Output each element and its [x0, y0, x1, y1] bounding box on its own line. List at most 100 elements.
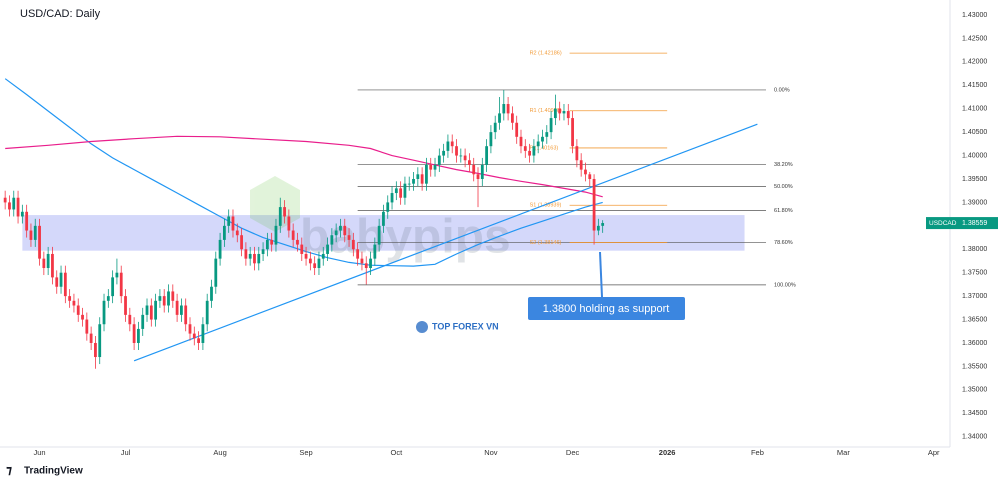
candle-body [433, 164, 437, 170]
candle-body [536, 141, 540, 147]
candle-body [283, 207, 286, 217]
candle-body [188, 324, 192, 334]
candle-body [162, 296, 166, 306]
footer: ⁊ TradingView [6, 463, 83, 477]
trendline [133, 123, 758, 362]
price-tag [926, 217, 998, 230]
y-tick-label: 1.38000 [962, 246, 987, 253]
candle-body [42, 258, 46, 269]
candle-body [528, 150, 531, 156]
candle-body [29, 230, 33, 240]
candle-body [369, 258, 372, 269]
candle-body [468, 160, 471, 165]
candle-body [278, 207, 282, 226]
pivot-label: S2 (1.38146) [530, 240, 562, 246]
candle-body [227, 216, 231, 226]
candle-body [248, 253, 252, 259]
candle-body [360, 258, 364, 264]
candle-body [541, 136, 544, 142]
x-tick-label: Jul [121, 448, 131, 457]
candle-body [364, 263, 368, 269]
candle-body [20, 211, 24, 217]
fib-label: 78.60% [774, 240, 793, 246]
y-tick-label: 1.40500 [962, 129, 987, 136]
candle-body [407, 183, 411, 185]
candle-body [102, 300, 106, 325]
candle-body [339, 225, 342, 231]
candle-body [244, 249, 248, 259]
candle-body [46, 253, 50, 269]
candle-body [412, 178, 415, 184]
candle-body [308, 258, 312, 264]
candle-body [373, 244, 377, 259]
candle-body [197, 338, 200, 343]
candle-body [235, 230, 239, 236]
annotation-arrow [599, 251, 603, 298]
candle-body [459, 155, 463, 157]
candle-body [240, 235, 243, 250]
watermark: TOP FOREX VN [432, 321, 499, 331]
candle-body [205, 300, 209, 325]
candle-body [274, 225, 278, 245]
candle-body [149, 305, 153, 320]
candle-body [261, 249, 265, 254]
watermark: babypips [300, 211, 511, 264]
candle-body [85, 319, 89, 334]
candle-body [446, 141, 450, 151]
candle-body [59, 272, 63, 287]
candle-body [480, 164, 484, 179]
candle-body [601, 223, 605, 226]
y-tick-label: 1.34500 [962, 410, 987, 417]
candle-body [167, 291, 170, 306]
chart-title: USD/CAD: Daily [20, 8, 101, 20]
candle-body [175, 300, 179, 315]
y-tick-label: 1.41000 [962, 106, 987, 113]
candle-body [137, 328, 140, 343]
candle-body [399, 188, 403, 198]
y-tick-label: 1.42500 [962, 35, 987, 42]
candle-body [68, 296, 72, 301]
candle-body [489, 132, 493, 147]
candle-body [493, 122, 497, 133]
candle-body [553, 108, 557, 119]
y-tick-label: 1.43000 [962, 12, 987, 19]
candle-body [81, 314, 84, 320]
y-tick-label: 1.35000 [962, 387, 987, 394]
candle-body [498, 113, 501, 123]
candle-body [154, 300, 158, 320]
candle-body [72, 300, 76, 306]
candle-body [76, 305, 80, 315]
fib-label: 0.00% [774, 87, 790, 93]
candle-body [253, 253, 256, 264]
price-tag-value: 1.38559 [962, 220, 987, 227]
candle-body [472, 164, 476, 175]
annotation-box [528, 297, 685, 320]
candle-body [111, 277, 115, 297]
x-tick-label: Oct [390, 448, 403, 457]
candle-body [145, 305, 149, 315]
candle-body [485, 146, 489, 165]
fib-label: 100.00% [774, 282, 796, 288]
candle-body [106, 296, 110, 301]
candle-body [132, 324, 136, 343]
pivot-label: R2 (1.42186) [530, 51, 562, 57]
candle-body [192, 333, 196, 339]
candle-body [222, 225, 226, 240]
candle-body [12, 197, 16, 210]
candle-body [119, 272, 123, 297]
annotation-text: 1.3800 holding as support [543, 303, 670, 315]
candle-body [300, 244, 304, 254]
candle-body [171, 291, 175, 301]
pivot-label: S1 (1.38939) [530, 203, 562, 209]
x-tick-label: Nov [484, 448, 498, 457]
watermark-icon [416, 321, 428, 333]
candle-body [455, 146, 458, 156]
footer-logo: ⁊ [6, 463, 12, 477]
y-tick-label: 1.36500 [962, 316, 987, 323]
candle-body [94, 342, 97, 358]
candle-body [588, 174, 592, 179]
candle-body [347, 235, 351, 240]
